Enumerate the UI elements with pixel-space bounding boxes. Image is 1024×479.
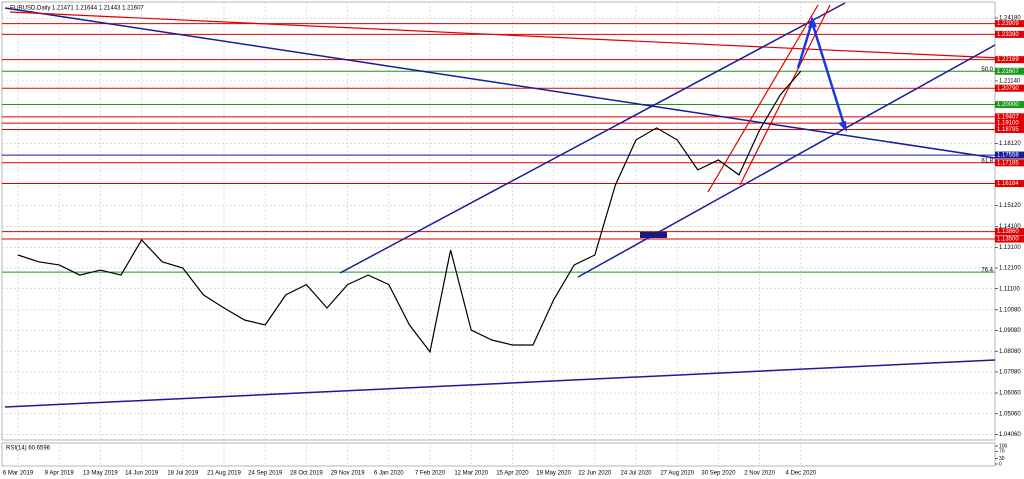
trendline <box>4 7 996 159</box>
y-tick-label: 1.14100 <box>999 224 1021 230</box>
y-tick-label: 1.11100 <box>999 286 1020 292</box>
level-label: 1.18795 <box>997 127 1019 133</box>
trendline <box>4 359 996 408</box>
x-tick-label: 19 May 2020 <box>536 471 571 477</box>
y-tick-label: 1.24180 <box>999 16 1021 22</box>
channel-line <box>577 44 996 278</box>
level-label: 1.19407 <box>997 114 1019 120</box>
level-label: 1.20790 <box>997 86 1019 92</box>
fib-label: 61.8 <box>981 158 993 164</box>
fib-label: 76.4 <box>981 268 993 274</box>
x-tick-label: 18 Jul 2019 <box>167 471 199 477</box>
rsi-tick-label: 70 <box>999 449 1005 455</box>
x-tick-label: 29 Nov 2019 <box>331 471 366 477</box>
level-label: 1.17185 <box>997 160 1019 166</box>
y-tick-label: 1.09080 <box>999 328 1021 334</box>
marker-box <box>640 232 667 238</box>
rsi-frame <box>1 442 996 467</box>
level-label: 1.23909 <box>997 21 1019 27</box>
x-tick-label: 24 Jul 2020 <box>620 471 652 477</box>
level-tag <box>995 56 1024 64</box>
y-tick-label: 1.07080 <box>999 369 1021 375</box>
arrow-head <box>838 121 847 132</box>
level-tag <box>995 113 1024 121</box>
level-tag <box>995 235 1024 243</box>
y-tick-label: 1.12100 <box>999 266 1021 272</box>
y-tick-label: 1.13100 <box>999 245 1021 251</box>
x-tick-label: 7 Feb 2020 <box>415 471 446 477</box>
level-tag <box>995 67 1024 75</box>
level-tag <box>995 228 1024 236</box>
x-tick-label: 6 Mar 2019 <box>3 471 34 477</box>
x-tick-label: 27 Aug 2020 <box>660 471 694 477</box>
y-tick-label: 1.18120 <box>999 141 1021 147</box>
level-tag <box>995 84 1024 92</box>
rsi-title: RSI(14) 60.6596 <box>6 446 51 452</box>
level-tag <box>995 119 1024 127</box>
y-tick-label: 1.10080 <box>999 307 1021 313</box>
x-tick-label: 14 Jun 2019 <box>125 471 159 477</box>
arrow-head <box>808 16 817 28</box>
level-tag <box>995 159 1024 167</box>
y-tick-label: 1.04060 <box>999 432 1021 438</box>
level-label: 1.17558 <box>997 153 1019 159</box>
x-tick-label: 13 May 2019 <box>83 471 118 477</box>
level-tag <box>995 20 1024 28</box>
chart-title: EURUSD,Daily 1.21471 1.21644 1.21443 1.2… <box>10 6 144 12</box>
y-tick-label: 1.08080 <box>999 349 1021 355</box>
level-tag <box>995 125 1024 133</box>
level-label: 1.21607 <box>997 69 1019 75</box>
rsi-tick-label: 100 <box>999 443 1008 449</box>
x-tick-label: 15 Apr 2020 <box>496 471 529 477</box>
x-tick-label: 22 Jun 2020 <box>578 471 612 477</box>
price-line <box>17 70 802 354</box>
trendline <box>9 11 1001 59</box>
x-tick-label: 30 Sep 2020 <box>701 471 736 477</box>
level-tag <box>995 180 1024 188</box>
y-tick-label: 1.06060 <box>999 391 1021 397</box>
x-tick-label: 9 Apr 2019 <box>45 471 75 477</box>
level-label: 1.23390 <box>997 32 1019 38</box>
rsi-tick-label: 30 <box>999 456 1005 462</box>
x-tick-label: 12 Mar 2020 <box>454 471 488 477</box>
channel-line <box>339 2 846 274</box>
channel-line <box>707 4 819 193</box>
y-tick-label: 1.15120 <box>999 203 1021 209</box>
level-tag <box>995 30 1024 38</box>
rsi-tick-label: 0 <box>999 461 1002 467</box>
level-label: 1.22169 <box>997 57 1019 63</box>
x-tick-label: 24 Sep 2019 <box>248 471 283 477</box>
x-tick-label: 6 Jan 2020 <box>374 471 404 477</box>
fib-label: 50.0 <box>981 67 993 73</box>
level-label: 1.19100 <box>997 121 1019 127</box>
level-label: 1.13860 <box>997 229 1019 235</box>
x-tick-label: 4 Dec 2020 <box>785 471 816 477</box>
x-tick-label: 28 Oct 2019 <box>290 471 323 477</box>
x-tick-label: 21 Aug 2019 <box>207 471 241 477</box>
level-tag <box>995 101 1024 109</box>
level-tag <box>995 151 1024 159</box>
y-tick-label: 1.21140 <box>999 79 1021 85</box>
level-label: 1.20000 <box>997 102 1019 108</box>
level-label: 1.13500 <box>997 237 1019 243</box>
plot-frame <box>1 1 996 441</box>
level-label: 1.16184 <box>997 181 1019 187</box>
trendlines <box>4 2 1001 408</box>
y-tick-label: 1.05060 <box>999 411 1021 417</box>
x-tick-label: 2 Nov 2020 <box>744 471 775 477</box>
